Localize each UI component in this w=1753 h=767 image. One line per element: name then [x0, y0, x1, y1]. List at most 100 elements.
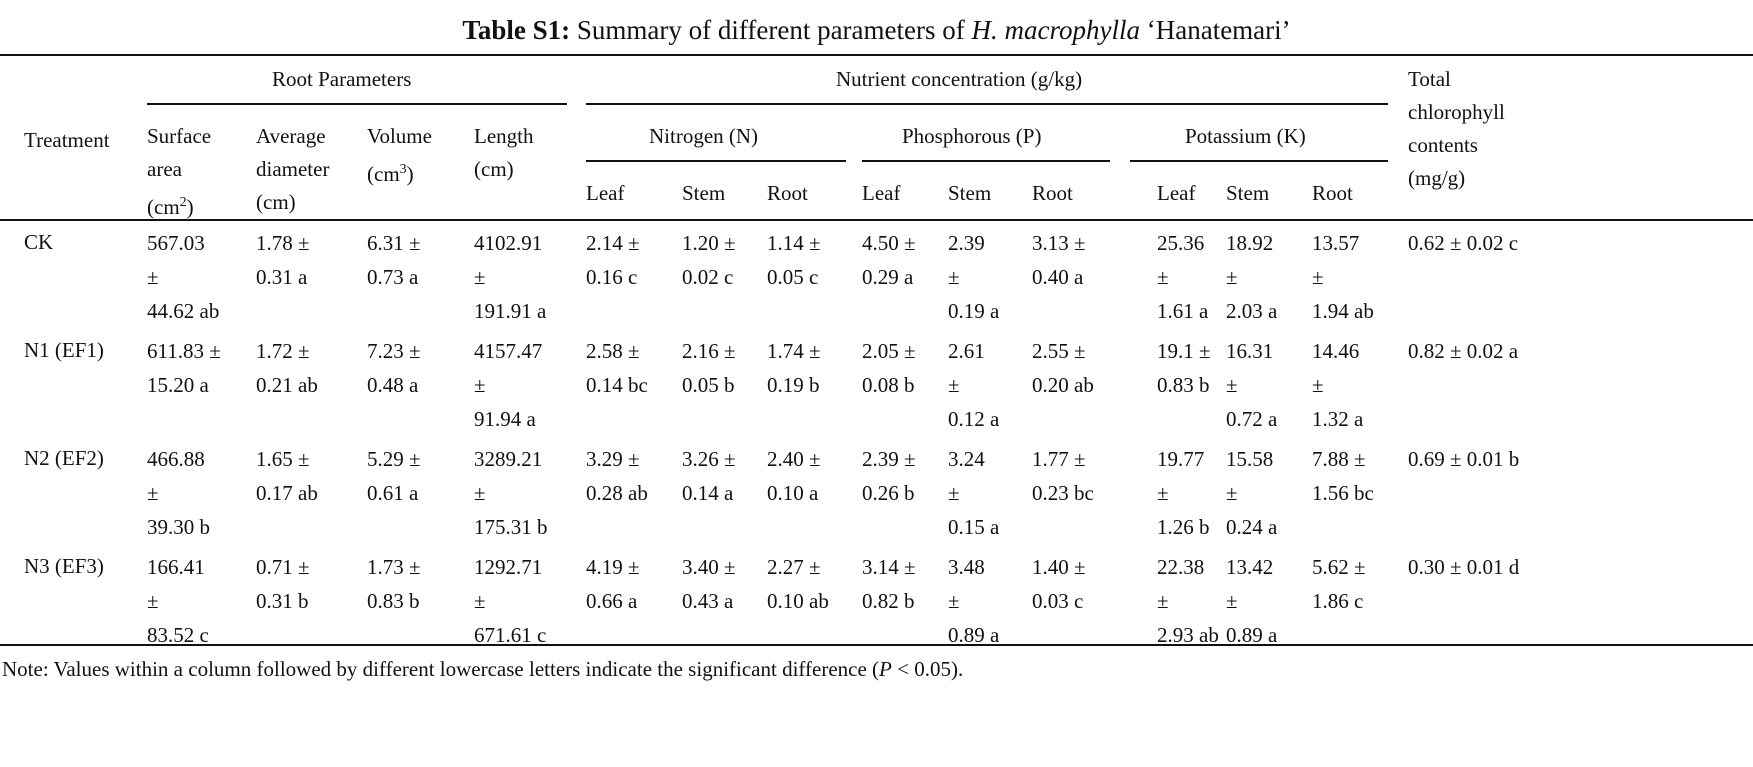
cell-line: 0.30 ± 0.01 d: [1408, 555, 1520, 579]
length-unit: (cm): [474, 157, 514, 181]
part-header-stem: Stem: [682, 181, 726, 205]
cell-line: 191.91 a: [474, 299, 547, 323]
cell-line: 4102.91: [474, 231, 543, 255]
data-cell: 19.77 ±1.26 b: [1157, 442, 1210, 544]
data-cell: 3.24 ±0.15 a: [948, 442, 999, 544]
cell-line: ±: [1157, 481, 1169, 505]
data-cell: 2.55 ± 0.20 ab: [1032, 334, 1094, 402]
data-cell: 2.40 ± 0.10 a: [767, 442, 821, 510]
cell-line: 2.27 ±: [767, 555, 821, 579]
part-header-root: Root: [1312, 181, 1353, 205]
cell-line: ±: [147, 265, 159, 289]
chlorophyll-header: contents: [1408, 133, 1478, 157]
cell-line: 0.15 a: [948, 515, 1000, 539]
cell-line: 0.82 ± 0.02 a: [1408, 339, 1519, 363]
cell-line: 0.69 ± 0.01 b: [1408, 447, 1520, 471]
data-cell: 2.39 ± 0.26 b: [862, 442, 916, 510]
header-rule: [0, 219, 1753, 221]
cell-line: 2.16 ±: [682, 339, 736, 363]
treatment-cell: CK: [24, 230, 54, 254]
nutrient-concentration-header: Nutrient concentration (g/kg): [836, 67, 1083, 91]
cell-line: ±: [948, 589, 960, 613]
title-text: Summary of different parameters of: [576, 15, 972, 45]
cell-line: 0.23 bc: [1032, 481, 1094, 505]
data-cell: 1.65 ± 0.17 ab: [256, 442, 318, 510]
note-p: P: [879, 657, 892, 681]
data-cell: 4.50 ± 0.29 a: [862, 226, 916, 294]
cell-line: 0.12 a: [948, 407, 1000, 431]
cell-line: 3.48: [948, 555, 985, 579]
cell-line: ±: [474, 589, 486, 613]
data-cell: 25.36 ±1.61 a: [1157, 226, 1208, 328]
cell-line: 13.42: [1226, 555, 1274, 579]
data-cell: 611.83 ± 15.20 a: [147, 334, 221, 402]
cell-line: 4.50 ±: [862, 231, 916, 255]
species-name: H. macrophylla: [971, 15, 1140, 45]
cell-line: 15.20 a: [147, 373, 209, 397]
cell-line: 0.62 ± 0.02 c: [1408, 231, 1519, 255]
part-header-stem: Stem: [1226, 181, 1270, 205]
cell-line: 4.19 ±: [586, 555, 640, 579]
treatment-cell: N2 (EF2): [24, 446, 104, 470]
data-cell: 5.62 ± 1.86 c: [1312, 550, 1366, 618]
cell-line: 0.71 ±: [256, 555, 310, 579]
cell-line: 0.26 b: [862, 481, 915, 505]
cell-line: 1292.71: [474, 555, 543, 579]
cell-line: 0.05 b: [682, 373, 735, 397]
note-text: Note: Values within a column followed by…: [2, 657, 880, 681]
treatment-header: Treatment: [24, 128, 110, 152]
cell-line: 0.43 a: [682, 589, 734, 613]
data-cell: 13.57 ±1.94 ab: [1312, 226, 1374, 328]
data-cell: 0.82 ± 0.02 a: [1408, 334, 1518, 368]
cell-line: 3289.21: [474, 447, 543, 471]
part-header-leaf: Leaf: [586, 181, 625, 205]
cell-line: 0.05 c: [767, 265, 819, 289]
cell-line: 1.61 a: [1157, 299, 1209, 323]
data-cell: 14.46 ±1.32 a: [1312, 334, 1363, 436]
unit-exponent: 2: [179, 195, 187, 210]
data-cell: 2.05 ± 0.08 b: [862, 334, 916, 402]
cell-line: ±: [474, 265, 486, 289]
chlorophyll-header: Total: [1408, 67, 1451, 91]
data-cell: 3.14 ± 0.82 b: [862, 550, 916, 618]
cell-line: 671.61 c: [474, 623, 547, 647]
cell-line: 1.20 ±: [682, 231, 736, 255]
part-header-root: Root: [767, 181, 808, 205]
cell-line: ±: [1226, 373, 1238, 397]
cell-line: 0.19 b: [767, 373, 820, 397]
data-cell: 3.40 ± 0.43 a: [682, 550, 736, 618]
data-cell: 3.26 ± 0.14 a: [682, 442, 736, 510]
cell-line: 0.48 a: [367, 373, 419, 397]
cell-line: ±: [147, 481, 159, 505]
data-cell: 7.23 ± 0.48 a: [367, 334, 421, 402]
data-cell: 2.14 ± 0.16 c: [586, 226, 640, 294]
cell-line: 83.52 c: [147, 623, 209, 647]
cell-line: 0.24 a: [1226, 515, 1278, 539]
table-note: Note: Values within a column followed by…: [2, 652, 963, 686]
cell-line: 14.46: [1312, 339, 1360, 363]
data-cell: 1.74 ± 0.19 b: [767, 334, 821, 402]
cell-line: 1.94 ab: [1312, 299, 1374, 323]
cell-line: 466.88: [147, 447, 205, 471]
part-header-stem: Stem: [948, 181, 992, 205]
cell-line: 1.77 ±: [1032, 447, 1086, 471]
cell-line: 7.23 ±: [367, 339, 421, 363]
cell-line: 0.89 a: [948, 623, 1000, 647]
cell-line: 2.39 ±: [862, 447, 916, 471]
cell-line: 2.61: [948, 339, 985, 363]
cell-line: 0.31 b: [256, 589, 309, 613]
cell-line: 2.55 ±: [1032, 339, 1086, 363]
data-cell: 0.69 ± 0.01 b: [1408, 442, 1519, 476]
cell-line: 25.36: [1157, 231, 1205, 255]
phosphorous-header: Phosphorous (P): [902, 124, 1042, 148]
cell-line: 166.41: [147, 555, 205, 579]
cell-line: ±: [474, 373, 486, 397]
data-cell: 2.27 ± 0.10 ab: [767, 550, 829, 618]
data-cell: 1.20 ± 0.02 c: [682, 226, 736, 294]
cell-line: 2.14 ±: [586, 231, 640, 255]
cell-line: 3.13 ±: [1032, 231, 1086, 255]
surface-area-header: area: [147, 157, 182, 181]
cell-line: 0.19 a: [948, 299, 1000, 323]
cell-line: 567.03: [147, 231, 205, 255]
data-cell: 1.73 ± 0.83 b: [367, 550, 421, 618]
